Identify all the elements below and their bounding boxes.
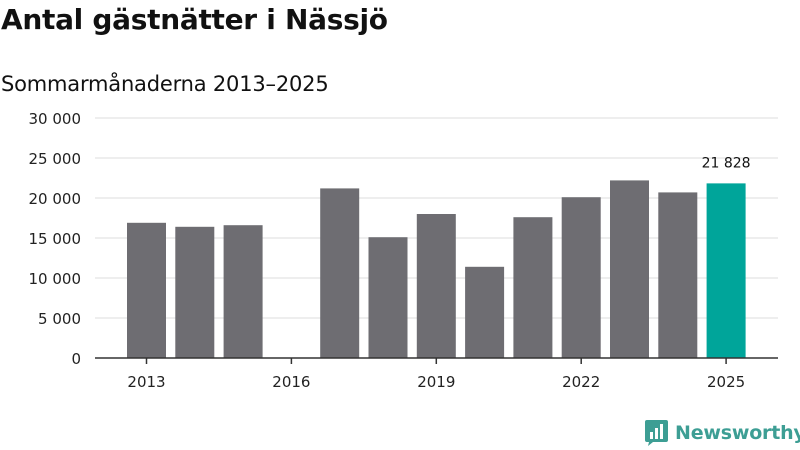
bar	[368, 237, 408, 358]
x-tick-label: 2019	[417, 373, 455, 391]
bar	[658, 192, 698, 358]
y-tick-label: 20 000	[29, 190, 82, 208]
data-label: 21 828	[702, 155, 751, 171]
x-tick-label: 2025	[707, 373, 745, 391]
y-tick-label: 0	[71, 350, 81, 368]
bar	[513, 217, 553, 358]
bar	[175, 226, 215, 358]
bar	[610, 180, 649, 358]
chart-subtitle: Sommarmånaderna 2013–2025	[1, 72, 329, 96]
bar	[561, 197, 601, 358]
bar	[320, 188, 360, 358]
bar	[223, 225, 263, 358]
y-tick-label: 5 000	[38, 310, 81, 328]
x-tick-label: 2013	[127, 373, 165, 391]
bar	[416, 214, 456, 358]
newsworthy-logo: Newsworthy	[644, 419, 800, 447]
y-tick-label: 25 000	[29, 150, 82, 168]
y-tick-label: 10 000	[29, 270, 82, 288]
bar	[465, 266, 505, 358]
bar	[127, 222, 166, 358]
y-tick-label: 30 000	[29, 110, 82, 128]
newsworthy-logo-icon	[645, 420, 668, 446]
x-tick-label: 2016	[272, 373, 310, 391]
y-tick-label: 15 000	[29, 230, 82, 248]
bar-highlight	[706, 183, 746, 358]
chart-title: Antal gästnätter i Nässjö	[1, 3, 388, 36]
x-tick-label: 2022	[562, 373, 600, 391]
newsworthy-logo-text: Newsworthy	[675, 422, 800, 444]
bar-chart: 0 5 000 10 000 15 000 20 000 25 000 30 000 21 8…	[29, 110, 778, 391]
